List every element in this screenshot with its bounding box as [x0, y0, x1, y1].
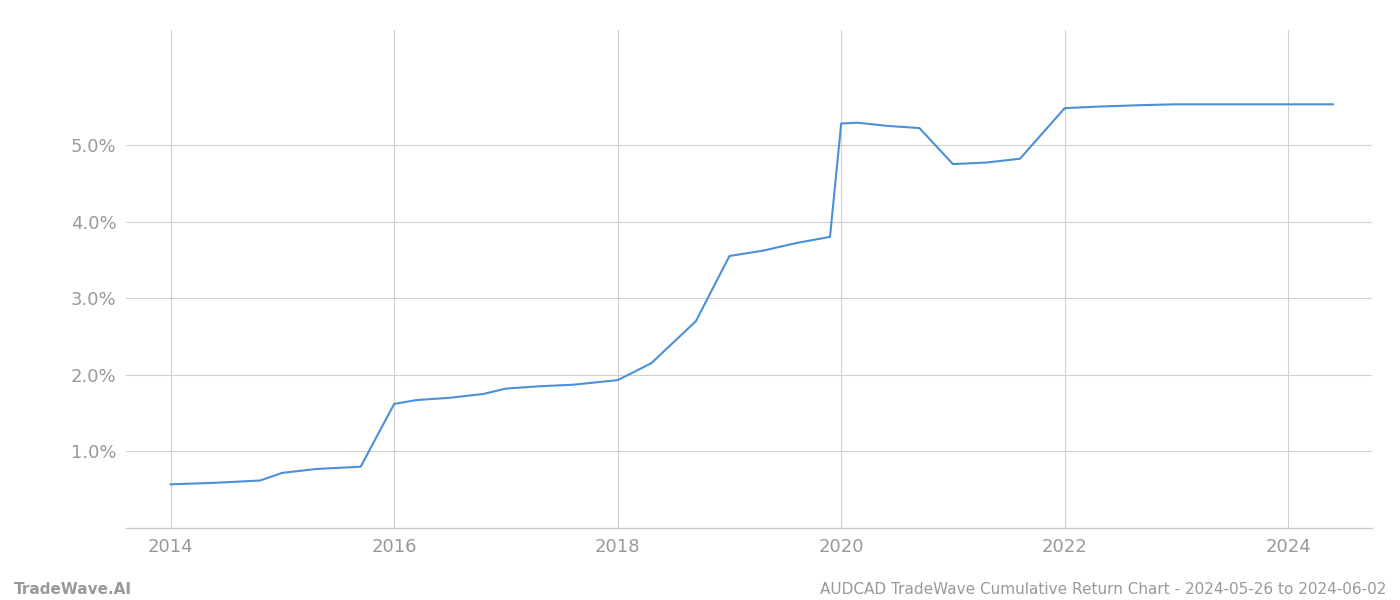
- Text: AUDCAD TradeWave Cumulative Return Chart - 2024-05-26 to 2024-06-02: AUDCAD TradeWave Cumulative Return Chart…: [819, 582, 1386, 597]
- Text: TradeWave.AI: TradeWave.AI: [14, 582, 132, 597]
